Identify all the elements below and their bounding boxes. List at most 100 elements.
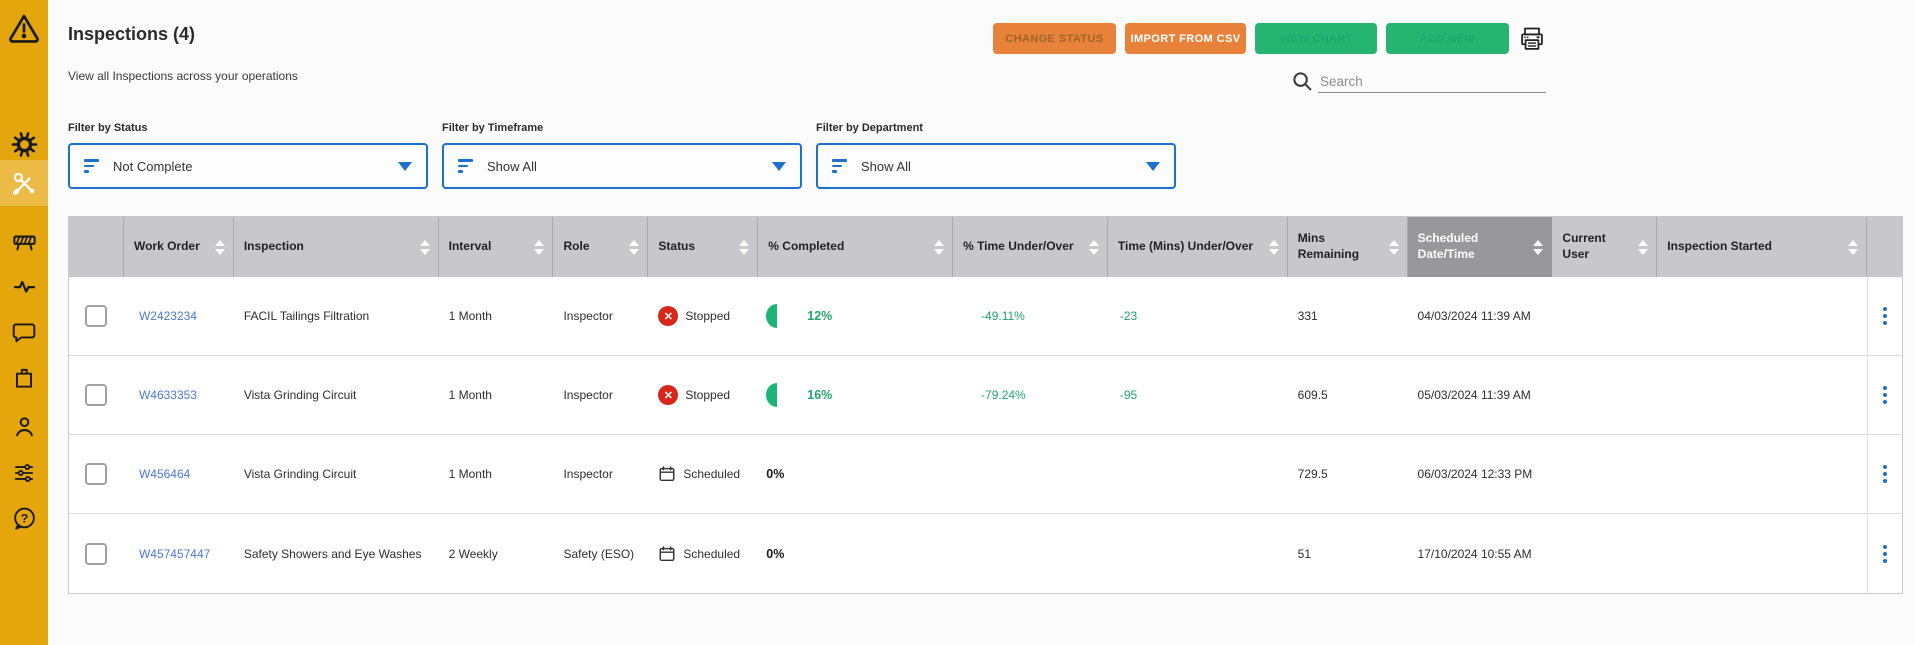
work-order-link[interactable]: W457457447 xyxy=(138,546,211,561)
sort-arrows[interactable] xyxy=(1268,239,1279,255)
status-label: Scheduled xyxy=(683,467,741,481)
row-checkbox[interactable] xyxy=(85,463,108,485)
sidebar-item-preferences[interactable] xyxy=(0,453,48,493)
sort-arrows[interactable] xyxy=(419,239,430,255)
sidebar-item-help[interactable]: ? xyxy=(0,498,48,538)
page-subtitle: View all Inspections across your operati… xyxy=(68,69,298,83)
interval-cell: 2 Weekly xyxy=(448,546,498,561)
row-menu-button[interactable] xyxy=(1879,461,1891,487)
current-user-cell xyxy=(1552,277,1657,355)
row-menu-button[interactable] xyxy=(1879,303,1891,329)
role-cell: Inspector xyxy=(563,467,613,481)
inspection-cell: FACIL Tailings Filtration xyxy=(243,309,370,323)
work-order-cell: W4633353 xyxy=(124,356,234,434)
view-chart-button[interactable]: VIEW CHART xyxy=(1255,23,1377,54)
time-mins-cell xyxy=(1108,514,1288,593)
sidebar-item-barriers[interactable] xyxy=(0,220,48,260)
header-time-pct[interactable]: % Time Under/Over xyxy=(953,217,1108,277)
header-time-mins[interactable]: Time (Mins) Under/Over xyxy=(1108,217,1288,277)
stopped-icon: ✕ xyxy=(658,306,679,326)
work-order-link[interactable]: W456464 xyxy=(138,467,191,481)
scheduled-cell: 06/03/2024 12:33 PM xyxy=(1417,467,1533,481)
status-filter-dropdown[interactable]: Not Complete xyxy=(68,143,428,189)
role-cell: Safety (ESO) xyxy=(563,546,635,561)
sidebar-item-alerts[interactable] xyxy=(0,8,48,48)
row-checkbox[interactable] xyxy=(85,542,108,565)
checkbox-cell xyxy=(69,277,124,355)
calendar-icon xyxy=(659,466,675,482)
status-label: Stopped xyxy=(685,309,731,323)
header-role[interactable]: Role xyxy=(553,217,649,277)
sort-arrows[interactable] xyxy=(1848,239,1859,255)
header-actions xyxy=(1867,217,1902,277)
status-label: Stopped xyxy=(685,388,731,402)
inspection-cell: Vista Grinding Circuit xyxy=(243,388,357,402)
sidebar-item-inspections[interactable] xyxy=(0,160,48,206)
row-menu-button[interactable] xyxy=(1879,382,1891,408)
filter-icon xyxy=(458,159,474,173)
sort-arrows[interactable] xyxy=(534,239,545,255)
mins-remaining-cell: 609.5 xyxy=(1297,388,1328,402)
barrier-icon xyxy=(12,235,36,251)
work-order-link[interactable]: W4633353 xyxy=(138,388,197,402)
sort-arrows[interactable] xyxy=(1638,239,1649,255)
timeframe-filter-dropdown[interactable]: Show All xyxy=(442,143,802,189)
work-order-cell: W2423234 xyxy=(124,277,234,355)
header-interval[interactable]: Interval xyxy=(439,217,554,277)
filter-department: Filter by Department Show All xyxy=(816,122,1176,189)
work-order-cell: W457457447 xyxy=(124,514,234,593)
tools-icon xyxy=(12,172,34,195)
sidebar-item-settings[interactable] xyxy=(0,124,48,164)
sliders-icon xyxy=(14,464,34,482)
sort-arrows[interactable] xyxy=(1533,239,1544,255)
time-pct-cell xyxy=(953,514,1108,593)
completed-value: 16% xyxy=(807,388,833,402)
header-work-order[interactable]: Work Order xyxy=(124,217,234,277)
sort-arrows[interactable] xyxy=(934,239,945,255)
inspections-table: Work Order Inspection Interval Role Stat… xyxy=(68,216,1903,594)
sidebar-item-messages[interactable] xyxy=(0,312,48,352)
header-completed[interactable]: % Completed xyxy=(758,217,954,277)
row-checkbox[interactable] xyxy=(85,384,108,406)
sidebar-item-users[interactable] xyxy=(0,406,48,446)
search-input[interactable] xyxy=(1318,71,1546,93)
row-checkbox[interactable] xyxy=(85,305,108,327)
header-mins-remaining[interactable]: Mins Remaining xyxy=(1288,217,1408,277)
filter-department-label: Filter by Department xyxy=(816,122,923,134)
progress-arc-icon xyxy=(766,383,778,407)
print-button[interactable] xyxy=(1518,25,1546,58)
filter-timeframe-label: Filter by Timeframe xyxy=(442,122,544,134)
header-status[interactable]: Status xyxy=(648,217,759,277)
inspection-started-cell xyxy=(1657,277,1867,355)
sort-arrows[interactable] xyxy=(739,239,750,255)
completed-value: 0% xyxy=(766,546,785,561)
header-inspection-started[interactable]: Inspection Started xyxy=(1657,217,1868,277)
add-new-button[interactable]: ADD NEW xyxy=(1386,23,1509,54)
role-cell: Inspector xyxy=(563,309,613,323)
interval-cell: 1 Month xyxy=(448,467,492,481)
change-status-button[interactable]: CHANGE STATUS xyxy=(993,23,1116,54)
row-menu-button[interactable] xyxy=(1879,541,1891,567)
header-scheduled[interactable]: Scheduled Date/Time xyxy=(1407,217,1553,277)
header-current-user[interactable]: Current User xyxy=(1552,217,1658,277)
scheduled-cell: 05/03/2024 11:39 AM xyxy=(1417,388,1531,402)
time-mins-cell: -95 xyxy=(1119,388,1138,402)
header-inspection[interactable]: Inspection xyxy=(234,217,439,277)
printer-icon xyxy=(1521,27,1543,50)
sort-arrows[interactable] xyxy=(1388,239,1399,255)
user-icon xyxy=(15,416,33,436)
app-sidebar: ? xyxy=(0,0,48,645)
current-user-cell xyxy=(1552,356,1657,434)
sort-arrows[interactable] xyxy=(214,239,225,255)
status-cell: Scheduled xyxy=(648,435,758,513)
svg-text:?: ? xyxy=(20,511,28,525)
department-filter-dropdown[interactable]: Show All xyxy=(816,143,1176,189)
alert-triangle-icon xyxy=(9,14,39,43)
sort-arrows[interactable] xyxy=(629,239,640,255)
sidebar-item-activity[interactable] xyxy=(0,266,48,306)
import-from-csv-button[interactable]: IMPORT FROM CSV xyxy=(1125,23,1246,54)
time-pct-cell xyxy=(953,435,1108,513)
work-order-link[interactable]: W2423234 xyxy=(138,309,197,323)
sidebar-item-notes[interactable] xyxy=(0,358,48,398)
sort-arrows[interactable] xyxy=(1088,239,1099,255)
